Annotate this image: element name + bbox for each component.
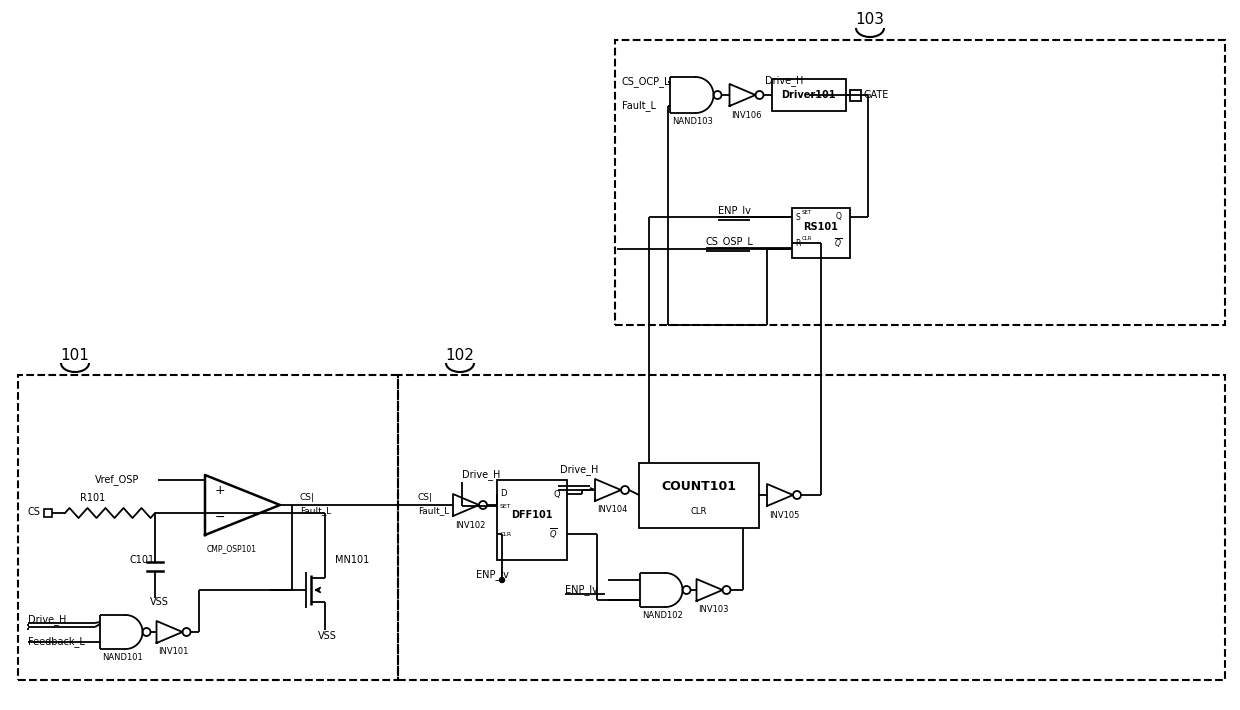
Text: $\overline{Q}$: $\overline{Q}$	[549, 527, 558, 542]
Text: −: −	[215, 510, 226, 523]
Text: C101: C101	[130, 555, 155, 565]
Text: Fault_L: Fault_L	[300, 506, 331, 515]
Text: GATE: GATE	[863, 90, 889, 100]
Text: NAND103: NAND103	[672, 116, 713, 126]
Text: RS101: RS101	[804, 222, 838, 232]
Text: D: D	[500, 489, 506, 498]
Circle shape	[500, 577, 505, 582]
Bar	[43, 509, 52, 517]
Bar	[792, 208, 849, 258]
Bar	[849, 89, 861, 101]
Text: VSS: VSS	[150, 597, 169, 607]
Text: COUNT101: COUNT101	[661, 481, 737, 493]
Bar	[771, 79, 846, 111]
Text: Drive_H: Drive_H	[560, 464, 599, 476]
Text: 103: 103	[856, 13, 884, 28]
Text: NAND102: NAND102	[642, 611, 683, 621]
Text: Driver101: Driver101	[781, 90, 836, 100]
Text: CLR: CLR	[500, 532, 512, 537]
Text: R: R	[795, 239, 800, 248]
Text: VSS: VSS	[317, 631, 337, 641]
Text: CS_OSP_L: CS_OSP_L	[706, 236, 754, 248]
Text: INV103: INV103	[698, 606, 729, 614]
Text: R101: R101	[81, 493, 105, 503]
Bar	[639, 462, 759, 528]
Text: CS|: CS|	[300, 493, 315, 501]
Text: 102: 102	[445, 347, 474, 363]
Text: Vref_OSP: Vref_OSP	[95, 474, 139, 486]
Text: Q: Q	[553, 489, 559, 498]
Text: INV105: INV105	[769, 510, 800, 520]
Text: DFF101: DFF101	[511, 510, 553, 520]
Text: $\overline{Q}$: $\overline{Q}$	[835, 236, 842, 249]
Text: INV101: INV101	[159, 648, 188, 657]
Bar	[497, 480, 567, 560]
Text: INV106: INV106	[732, 111, 763, 119]
Bar	[19, 375, 398, 680]
Text: Q: Q	[836, 212, 842, 222]
Text: Fault_L: Fault_L	[622, 101, 656, 111]
Text: ENP_lv: ENP_lv	[476, 569, 508, 581]
Bar	[615, 40, 1225, 325]
Text: Fault_L: Fault_L	[418, 506, 449, 515]
Text: CS|: CS|	[418, 493, 433, 501]
Text: ENP_lv: ENP_lv	[718, 206, 751, 217]
Text: CMP_OSP101: CMP_OSP101	[207, 545, 257, 554]
Text: CS_OCP_L: CS_OCP_L	[622, 77, 671, 87]
Text: ENP_lv: ENP_lv	[565, 584, 598, 596]
Bar	[398, 375, 1225, 680]
Text: Feedback_L: Feedback_L	[29, 637, 84, 648]
Text: CLR: CLR	[802, 236, 812, 241]
Text: 101: 101	[60, 347, 89, 363]
Text: INV104: INV104	[596, 506, 627, 515]
Text: CLR: CLR	[691, 506, 707, 515]
Text: CS: CS	[27, 507, 40, 517]
Text: SET: SET	[802, 210, 812, 216]
Text: INV102: INV102	[455, 520, 485, 530]
Text: MN101: MN101	[335, 555, 370, 565]
Text: Drive_H: Drive_H	[29, 615, 67, 626]
Text: SET: SET	[500, 503, 512, 508]
Text: Drive_H: Drive_H	[765, 75, 802, 87]
Text: Drive_H: Drive_H	[463, 469, 501, 481]
Text: S: S	[795, 212, 800, 222]
Text: NAND101: NAND101	[102, 653, 143, 662]
Text: +: +	[215, 484, 226, 498]
